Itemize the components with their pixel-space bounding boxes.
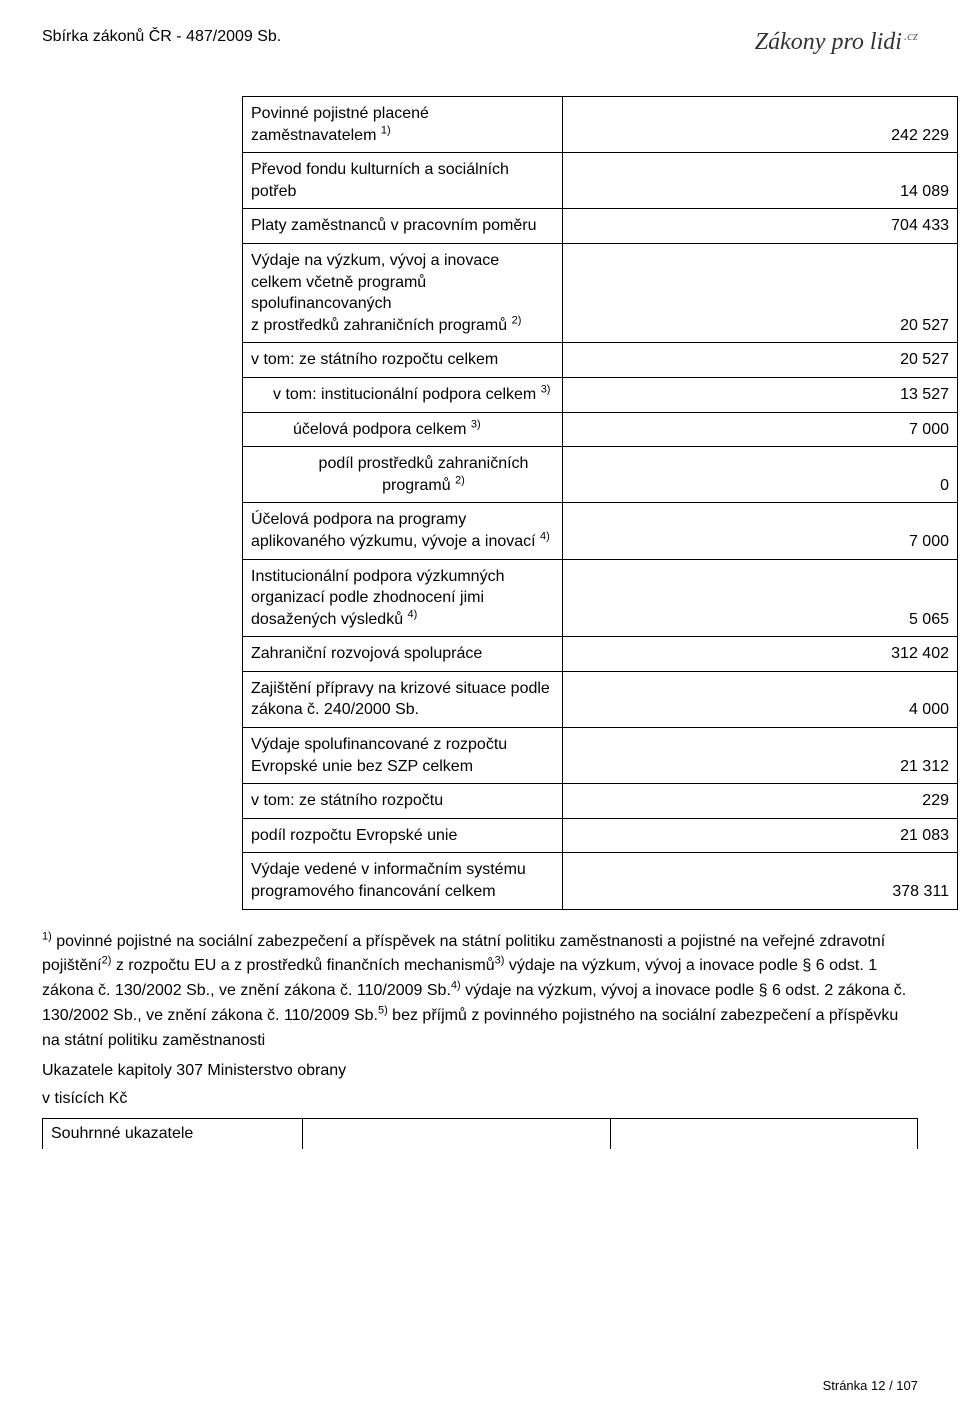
row-value: 229 (563, 784, 958, 819)
footer-cell-empty (610, 1118, 918, 1149)
footer-table: Souhrnné ukazatele (42, 1118, 918, 1149)
row-label: podíl rozpočtu Evropské unie (243, 818, 563, 853)
brand-suffix: .cz (904, 28, 918, 43)
footer-cell-empty (303, 1118, 611, 1149)
table-row: Povinné pojistné placené zaměstnavatelem… (243, 97, 958, 153)
row-label: podíl prostředků zahraničních programů 2… (243, 447, 563, 503)
page-number: Stránka 12 / 107 (823, 1378, 918, 1393)
row-label: Platy zaměstnanců v pracovním poměru (243, 209, 563, 244)
row-label: Převod fondu kulturních a sociálních pot… (243, 153, 563, 209)
table-row: podíl prostředků zahraničních programů 2… (243, 447, 958, 503)
row-label: Institucionální podpora výzkumných organ… (243, 559, 563, 637)
next-table-caption: Ukazatele kapitoly 307 Ministerstvo obra… (42, 1062, 918, 1080)
brand-name: Zákony pro lidi (755, 29, 902, 55)
row-label: Zajištění přípravy na krizové situace po… (243, 671, 563, 727)
row-value: 13 527 (563, 377, 958, 412)
table-row: Zajištění přípravy na krizové situace po… (243, 671, 958, 727)
row-value: 20 527 (563, 343, 958, 378)
row-value: 378 311 (563, 853, 958, 909)
row-label: v tom: institucionální podpora celkem 3) (243, 377, 563, 412)
table-row: Zahraniční rozvojová spolupráce312 402 (243, 637, 958, 672)
table-row: účelová podpora celkem 3)7 000 (243, 412, 958, 447)
row-value: 242 229 (563, 97, 958, 153)
row-value: 14 089 (563, 153, 958, 209)
table-row: Platy zaměstnanců v pracovním poměru704 … (243, 209, 958, 244)
row-value: 7 000 (563, 412, 958, 447)
table-row: Institucionální podpora výzkumných organ… (243, 559, 958, 637)
row-value: 5 065 (563, 559, 958, 637)
table-row: Výdaje spolufinancované z rozpočtu Evrop… (243, 728, 958, 784)
table-row: v tom: ze státního rozpočtu229 (243, 784, 958, 819)
row-label: Výdaje na výzkum, vývoj a inovace celkem… (243, 243, 563, 342)
table-row: Převod fondu kulturních a sociálních pot… (243, 153, 958, 209)
table-row: Účelová podpora na programy aplikovaného… (243, 503, 958, 559)
row-value: 704 433 (563, 209, 958, 244)
row-value: 0 (563, 447, 958, 503)
page: Sbírka zákonů ČR - 487/2009 Sb. Zákony p… (0, 0, 960, 1409)
row-value: 4 000 (563, 671, 958, 727)
row-label: Výdaje spolufinancované z rozpočtu Evrop… (243, 728, 563, 784)
footnotes: 1) povinné pojistné na sociální zabezpeč… (42, 930, 918, 1054)
row-label: Výdaje vedené v informačním systému prog… (243, 853, 563, 909)
budget-table: Povinné pojistné placené zaměstnavatelem… (242, 96, 958, 910)
table-row: Souhrnné ukazatele (43, 1118, 918, 1149)
row-label: Zahraniční rozvojová spolupráce (243, 637, 563, 672)
row-value: 312 402 (563, 637, 958, 672)
table-row: podíl rozpočtu Evropské unie21 083 (243, 818, 958, 853)
row-value: 21 083 (563, 818, 958, 853)
row-label: účelová podpora celkem 3) (243, 412, 563, 447)
header-brand: Zákony pro lidi.cz (755, 28, 918, 56)
header-doc-ref: Sbírka zákonů ČR - 487/2009 Sb. (42, 28, 281, 46)
footer-cell-label: Souhrnné ukazatele (43, 1118, 303, 1149)
row-value: 21 312 (563, 728, 958, 784)
row-label: v tom: ze státního rozpočtu celkem (243, 343, 563, 378)
row-value: 20 527 (563, 243, 958, 342)
table-row: v tom: ze státního rozpočtu celkem20 527 (243, 343, 958, 378)
table-row: v tom: institucionální podpora celkem 3)… (243, 377, 958, 412)
row-label: v tom: ze státního rozpočtu (243, 784, 563, 819)
row-value: 7 000 (563, 503, 958, 559)
table-row: Výdaje na výzkum, vývoj a inovace celkem… (243, 243, 958, 342)
row-label: Povinné pojistné placené zaměstnavatelem… (243, 97, 563, 153)
page-header: Sbírka zákonů ČR - 487/2009 Sb. Zákony p… (42, 28, 918, 56)
table-row: Výdaje vedené v informačním systému prog… (243, 853, 958, 909)
unit-label: v tisících Kč (42, 1090, 918, 1108)
row-label: Účelová podpora na programy aplikovaného… (243, 503, 563, 559)
